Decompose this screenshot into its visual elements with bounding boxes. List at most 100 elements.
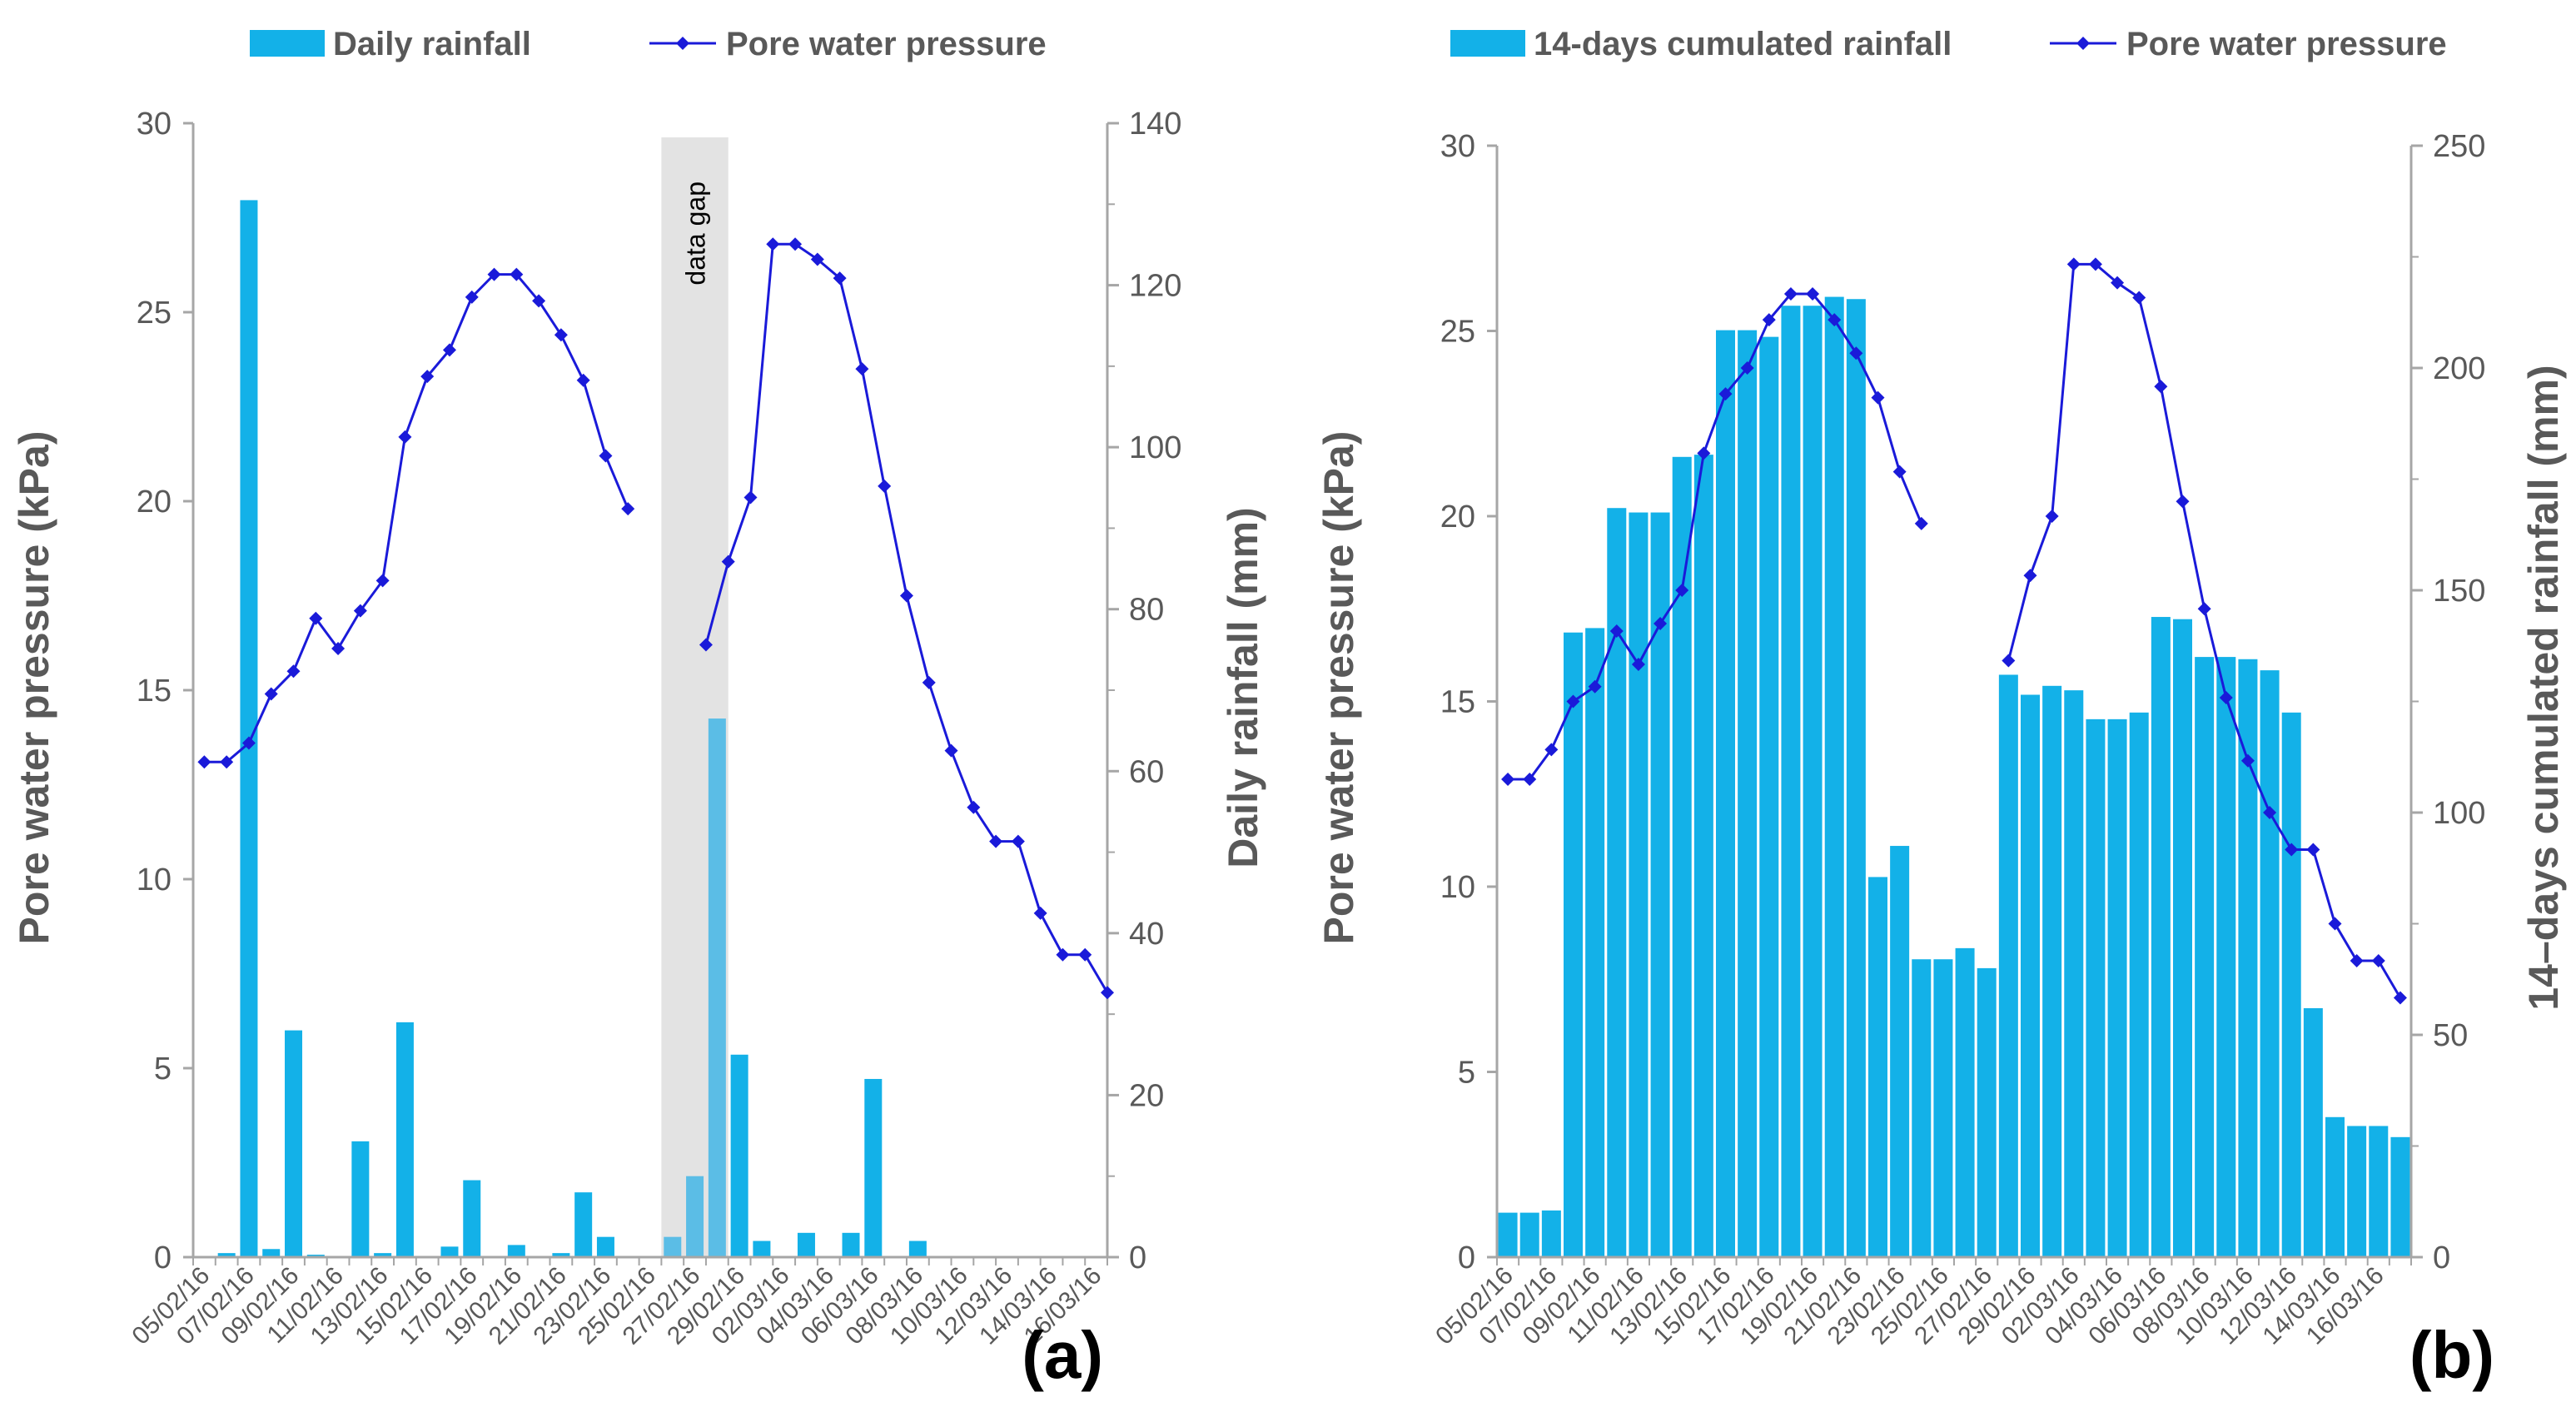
pore-pressure-marker (1033, 906, 1047, 920)
y-right-tick-label: 150 (2433, 574, 2485, 609)
pore-pressure-line (704, 242, 1109, 993)
rainfall-bar (664, 1236, 682, 1257)
y-left-tick-label: 0 (1458, 1240, 1475, 1275)
rainfall-bar (374, 1253, 392, 1257)
rainfall-bar (753, 1240, 771, 1257)
pore-pressure-marker (2240, 753, 2255, 768)
chart-panel-a: data gap05101520253002040608010012014005… (11, 26, 1266, 1392)
pore-pressure-marker (1101, 986, 1114, 1000)
pore-pressure-marker (1675, 584, 1689, 597)
rainfall-bar (1607, 508, 1627, 1257)
y-left-tick-label: 20 (137, 485, 172, 520)
legend-line-marker (676, 37, 689, 50)
rainfall-bar (2151, 617, 2171, 1257)
pore-pressure-marker (1762, 313, 1776, 327)
pore-pressure-marker (398, 430, 412, 444)
y-right-tick-label: 50 (2433, 1018, 2468, 1053)
legend-line-label: Pore water pressure (726, 26, 1047, 62)
y-right-tick-label: 200 (2433, 351, 2485, 386)
chart-panel-b: 05101520253005010015020025005/02/1607/02… (1315, 26, 2567, 1392)
y-left-tick-label: 30 (1440, 129, 1475, 164)
pore-pressure-marker (532, 294, 546, 308)
rainfall-bar (440, 1246, 459, 1257)
pore-pressure-marker (2328, 917, 2342, 931)
y-right-tick-label: 140 (1129, 107, 1181, 142)
pore-pressure-marker (721, 554, 735, 569)
rainfall-bar (1650, 512, 1670, 1257)
y-right-tick-label: 120 (1129, 269, 1181, 304)
rainfall-bar (351, 1141, 370, 1257)
pore-pressure-marker (1078, 947, 1092, 962)
pore-pressure-marker (1806, 287, 1820, 301)
pore-pressure-marker (1631, 658, 1645, 671)
rainfall-bar (285, 1030, 303, 1257)
pore-pressure-marker (197, 755, 211, 769)
y-right-tick-label: 100 (1129, 430, 1181, 465)
pore-pressure-marker (1523, 772, 1537, 786)
rainfall-bar (1541, 1210, 1561, 1257)
data-gap-label: data gap (681, 181, 711, 286)
rainfall-bar (2369, 1126, 2389, 1257)
y-right-tick-label: 20 (1129, 1078, 1164, 1113)
panel-label: (a) (1022, 1318, 1103, 1392)
pore-pressure-marker (989, 834, 1003, 848)
legend-line-marker (2076, 37, 2090, 50)
pore-pressure-marker (2393, 991, 2407, 1005)
rainfall-bar (1498, 1212, 1518, 1257)
y-left-tick-label: 15 (137, 674, 172, 708)
pore-pressure-marker (743, 490, 758, 505)
pore-pressure-marker (2219, 691, 2233, 705)
pore-pressure-line (204, 273, 629, 763)
rainfall-bar (1716, 330, 1735, 1257)
pore-pressure-marker (766, 237, 780, 251)
pore-pressure-marker (2371, 954, 2385, 967)
pore-pressure-marker (1056, 947, 1070, 962)
rainfall-bar (1977, 967, 1997, 1257)
pore-pressure-marker (878, 479, 892, 493)
rainfall-bar (864, 1078, 883, 1257)
pore-pressure-marker (1892, 465, 1907, 479)
rainfall-bar (2173, 619, 2192, 1257)
rainfall-bar (797, 1232, 815, 1257)
y-axis-right-title: Daily rainfall (mm) (1220, 507, 1266, 868)
pore-pressure-marker (1501, 772, 1515, 786)
pore-pressure-marker (967, 800, 981, 814)
pore-pressure-marker (465, 290, 479, 304)
y-right-tick-label: 100 (2433, 796, 2485, 831)
rainfall-bar (1912, 959, 1932, 1257)
pore-pressure-marker (899, 589, 913, 603)
y-left-tick-label: 25 (1440, 315, 1475, 350)
pore-pressure-marker (1914, 516, 1928, 530)
pore-pressure-marker (487, 267, 501, 281)
pore-pressure-marker (621, 502, 635, 516)
pore-pressure-marker (442, 343, 456, 357)
y-right-tick-label: 0 (1129, 1240, 1146, 1275)
pore-pressure-marker (2023, 569, 2037, 583)
pore-pressure-marker (2002, 654, 2016, 668)
rainfall-bar (686, 1176, 704, 1257)
rainfall-bar (2064, 690, 2084, 1257)
rainfall-bar (2107, 718, 2127, 1257)
pore-pressure-marker (331, 642, 346, 656)
rainfall-bar (2260, 670, 2280, 1257)
rainfall-bar (1672, 456, 1692, 1257)
rainfall-bar (2042, 685, 2062, 1257)
pore-pressure-marker (576, 373, 590, 387)
pore-pressure-marker (286, 664, 301, 679)
pore-pressure-marker (2066, 257, 2081, 271)
pore-pressure-marker (2111, 276, 2125, 290)
pore-pressure-marker (922, 675, 936, 689)
rainfall-bar (2347, 1126, 2367, 1257)
pore-pressure-marker (1544, 743, 1559, 757)
pore-pressure-marker (264, 687, 278, 701)
legend-bar-label: Daily rainfall (333, 26, 531, 62)
y-left-tick-label: 5 (1458, 1056, 1475, 1091)
y-left-tick-label: 30 (137, 107, 172, 142)
y-right-tick-label: 0 (2433, 1240, 2450, 1275)
y-right-tick-label: 40 (1129, 917, 1164, 952)
pore-pressure-marker (1697, 446, 1711, 460)
pore-pressure-marker (220, 755, 234, 769)
rainfall-bar (2129, 712, 2149, 1257)
rainfall-bar (1519, 1212, 1539, 1257)
pore-pressure-marker (833, 271, 847, 286)
